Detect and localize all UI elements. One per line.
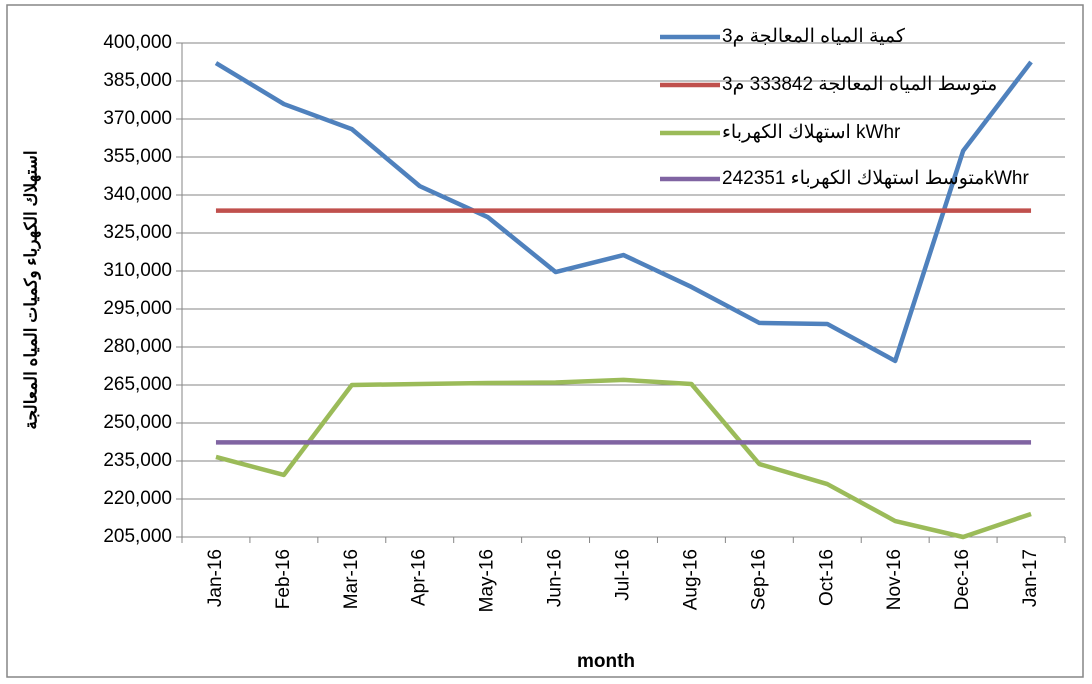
x-tick-label: Jan-16 xyxy=(205,549,226,607)
legend-label: متوسط استهلاك الكهرباء 242351kWhr xyxy=(722,168,1029,189)
y-tick-label: 295,000 xyxy=(103,298,172,319)
x-tick-label: May-16 xyxy=(477,549,498,612)
y-tick-label: 220,000 xyxy=(103,488,172,509)
y-tick-label: 235,000 xyxy=(103,450,172,471)
y-tick-label: 355,000 xyxy=(103,146,172,167)
legend-label: متوسط المياه المعالجة 333842 م3 xyxy=(722,74,997,95)
y-axis-label: استهلاك الكهرباء وكميات المياه المعالجة xyxy=(21,150,41,429)
y-tick-label: 310,000 xyxy=(103,260,172,281)
x-tick-label: Jan-17 xyxy=(1020,549,1041,607)
x-tick-label: Feb-16 xyxy=(273,549,294,609)
x-tick-label: Jul-16 xyxy=(613,549,634,601)
y-tick-label: 280,000 xyxy=(103,336,172,357)
y-tick-label: 385,000 xyxy=(103,70,172,91)
y-tick-label: 265,000 xyxy=(103,374,172,395)
x-tick-label: Nov-16 xyxy=(884,549,905,610)
x-tick-label: Mar-16 xyxy=(341,549,362,609)
series-line xyxy=(214,60,1033,364)
legend-label: استهلاك الكهرباء kWhr xyxy=(722,122,901,143)
x-axis-label: month xyxy=(577,651,635,672)
y-tick-label: 400,000 xyxy=(103,32,172,53)
x-tick-label: Aug-16 xyxy=(680,549,701,610)
x-tick-label: Apr-16 xyxy=(409,549,430,606)
legend-label: كمية المياه المعالجة م3 xyxy=(722,26,906,47)
y-tick-label: 370,000 xyxy=(103,108,172,129)
y-tick-label: 205,000 xyxy=(103,526,172,547)
y-tick-label: 340,000 xyxy=(103,184,172,205)
y-tick-label: 250,000 xyxy=(103,412,172,433)
x-tick-label: Oct-16 xyxy=(816,549,837,606)
x-tick-label: Jun-16 xyxy=(545,549,566,607)
x-tick-label: Dec-16 xyxy=(952,549,973,610)
x-tick-label: Sep-16 xyxy=(748,549,769,610)
y-tick-label: 325,000 xyxy=(103,222,172,243)
series-line xyxy=(215,377,1032,540)
